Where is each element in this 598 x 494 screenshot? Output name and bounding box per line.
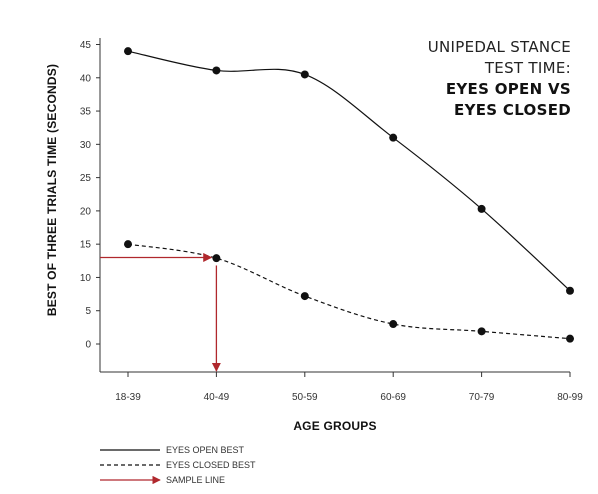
- series-0-point-1: [212, 66, 221, 75]
- title-bold-line-1: EYES CLOSED: [454, 101, 571, 119]
- y-tick-label-6: 30: [80, 140, 92, 151]
- series-1-point-2: [300, 292, 309, 301]
- y-tick-label-2: 10: [80, 273, 92, 284]
- series-1-point-4: [477, 327, 486, 336]
- y-axis-label: BEST OF THREE TRIALS TIME (SECONDS): [45, 64, 59, 316]
- legend-label-0: EYES OPEN BEST: [166, 445, 245, 455]
- y-tick-label-7: 35: [80, 107, 92, 118]
- title-bold-line-0: EYES OPEN VS: [446, 80, 571, 98]
- x-tick-label-1: 40-49: [204, 392, 230, 403]
- series-0-point-2: [300, 70, 309, 79]
- series-1-point-1: [212, 254, 221, 263]
- chart-axes: 0 5 10 15 20 25 30 35 40 45 18-39 40-49 50-59 60-69 70…: [45, 38, 583, 433]
- legend-label-2: SAMPLE LINE: [166, 475, 225, 485]
- series-1-point-5: [566, 334, 574, 343]
- title-line-0: UNIPEDAL STANCE: [428, 38, 571, 56]
- x-axis-label: AGE GROUPS: [293, 419, 376, 433]
- title-line-1: TEST TIME:: [484, 59, 571, 77]
- series-1-point-3: [389, 320, 398, 329]
- y-tick-label-0: 0: [85, 340, 91, 351]
- series-line-0: [127, 50, 571, 292]
- x-tick-label-2: 50-59: [292, 392, 318, 403]
- y-tick-label-5: 25: [80, 173, 92, 184]
- series-line-1: [127, 243, 571, 340]
- legend: EYES OPEN BEST EYES CLOSED BEST SAMPLE LIN…: [100, 445, 256, 485]
- chart-title: UNIPEDAL STANCE TEST TIME: EYES OPEN VS EYE…: [428, 38, 571, 119]
- sample-line-layer: [100, 252, 221, 372]
- x-tick-label-5: 80-99: [557, 392, 583, 403]
- series-1-point-0: [124, 240, 132, 249]
- legend-label-1: EYES CLOSED BEST: [166, 460, 256, 470]
- series-0-point-0: [124, 47, 132, 56]
- series-0-point-3: [389, 133, 398, 142]
- y-tick-label-3: 15: [80, 240, 92, 251]
- y-tick-label-4: 20: [80, 206, 92, 217]
- x-tick-label-4: 70-79: [469, 392, 495, 403]
- x-tick-label-3: 60-69: [380, 392, 406, 403]
- x-tick-label-0: 18-39: [115, 392, 141, 403]
- y-tick-label-8: 40: [80, 73, 92, 84]
- y-tick-label-9: 45: [80, 40, 92, 51]
- series-0-point-4: [477, 204, 486, 213]
- series-0-point-5: [566, 286, 574, 295]
- y-tick-label-1: 5: [85, 306, 91, 317]
